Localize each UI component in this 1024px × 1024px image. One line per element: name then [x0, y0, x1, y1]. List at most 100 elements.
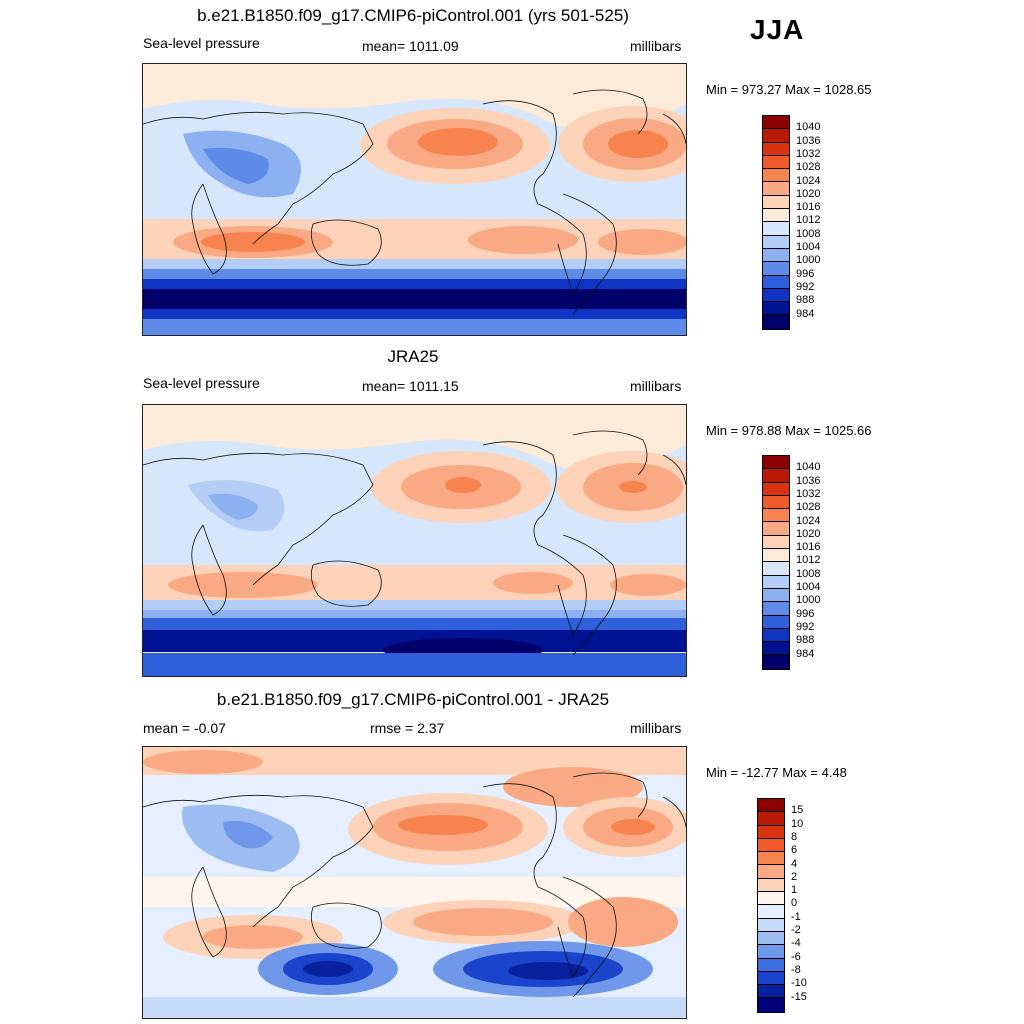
colorbar-swatch — [763, 169, 789, 183]
colorbar-swatch — [758, 998, 784, 1012]
colorbar-tick-label: 1008 — [796, 227, 821, 240]
colorbar-tick-label: 1 — [791, 884, 798, 897]
colorbar-swatch — [758, 985, 784, 999]
colorbar-tick-label: -2 — [791, 924, 801, 936]
colorbar-swatch — [763, 482, 789, 496]
panel-3-left-label: mean = -0.07 — [143, 720, 226, 736]
colorbar-swatch — [763, 129, 789, 143]
colorbar-swatch — [758, 918, 784, 932]
panel-1-center-label: mean= 1011.09 — [362, 38, 459, 54]
panel-1-map-svg — [143, 64, 686, 335]
panel-2-title: JRA25 — [387, 347, 439, 366]
colorbar-swatch — [763, 288, 789, 303]
panel-1-title: b.e21.B1850.f09_g17.CMIP6-piControl.001 … — [197, 6, 629, 25]
panel-2-colorbar-swatches — [762, 455, 790, 670]
colorbar-swatch — [763, 562, 789, 576]
colorbar-swatch — [758, 852, 784, 866]
colorbar-swatch — [758, 905, 784, 919]
colorbar-swatch — [758, 799, 784, 813]
colorbar-tick-label: 992 — [796, 280, 815, 293]
colorbar-tick-label: 1020 — [796, 527, 821, 540]
colorbar-tick-label: 992 — [796, 620, 815, 633]
colorbar-tick-label: 2 — [791, 870, 798, 883]
colorbar-swatch — [763, 456, 789, 470]
colorbar-swatch — [763, 315, 789, 329]
colorbar-tick-label: -1 — [791, 910, 801, 923]
colorbar-swatch — [763, 602, 789, 616]
colorbar-swatch — [763, 155, 789, 170]
colorbar-tick-label: -10 — [791, 977, 807, 990]
colorbar-tick-label: 1012 — [796, 554, 821, 567]
colorbar-tick-label: 1040 — [796, 121, 821, 134]
colorbar-tick-label: 15 — [791, 804, 804, 817]
panel-2-center-label: mean= 1011.15 — [362, 378, 459, 394]
colorbar-swatch — [763, 235, 789, 249]
colorbar-swatch — [758, 892, 784, 906]
colorbar-swatch — [763, 209, 789, 223]
colorbar-tick-label: 6 — [791, 844, 798, 857]
colorbar-swatch — [763, 262, 789, 276]
colorbar-swatch — [763, 495, 789, 510]
colorbar-tick-label: -8 — [791, 963, 801, 976]
colorbar-swatch — [763, 469, 789, 483]
colorbar-tick-label: 1020 — [796, 187, 821, 200]
colorbar-swatch — [763, 222, 789, 236]
panel-1-left-label: Sea-level pressure — [143, 35, 260, 51]
colorbar-tick-label: 1032 — [796, 147, 821, 160]
colorbar-swatch — [758, 865, 784, 879]
panel-2-minmax: Min = 978.88 Max = 1025.66 — [706, 423, 872, 438]
colorbar-swatch — [758, 971, 784, 986]
colorbar-tick-label: 1024 — [796, 514, 821, 527]
colorbar-tick-label: 8 — [791, 830, 798, 843]
panel-3-map — [142, 746, 687, 1019]
panel-2-right-label: millibars — [630, 378, 682, 394]
colorbar-tick-label: 1012 — [796, 214, 821, 227]
colorbar-swatch — [758, 878, 784, 893]
colorbar-swatch — [763, 142, 789, 156]
colorbar-swatch — [763, 535, 789, 550]
panel-3-colorbar-swatches — [757, 798, 785, 1013]
colorbar-tick-label: 1008 — [796, 567, 821, 580]
colorbar-tick-label: 996 — [796, 607, 815, 620]
colorbar-tick-label: 1004 — [796, 581, 821, 593]
colorbar-tick-label: 0 — [791, 897, 798, 910]
panel-3-title: b.e21.B1850.f09_g17.CMIP6-piControl.001 … — [216, 690, 610, 709]
colorbar-swatch — [758, 958, 784, 972]
colorbar-swatch — [758, 812, 784, 826]
colorbar-swatch — [758, 825, 784, 839]
colorbar-swatch — [763, 575, 789, 589]
colorbar-swatch — [763, 628, 789, 643]
panel-3-right-label: millibars — [630, 720, 682, 736]
colorbar-tick-label: 988 — [796, 294, 815, 307]
colorbar-swatch — [763, 642, 789, 656]
colorbar-swatch — [763, 195, 789, 210]
panel-1-colorbar-swatches — [762, 115, 790, 330]
colorbar-tick-label: 1016 — [796, 201, 821, 214]
colorbar-swatch — [763, 615, 789, 629]
colorbar-swatch — [763, 655, 789, 669]
colorbar-tick-label: 984 — [796, 647, 815, 660]
panel-2-map-svg — [143, 405, 686, 676]
season-label: JJA — [750, 14, 805, 45]
colorbar-tick-label: 996 — [796, 267, 815, 280]
colorbar-swatch — [763, 509, 789, 523]
colorbar-tick-label: 1036 — [796, 474, 821, 487]
colorbar-tick-label: 1040 — [796, 461, 821, 474]
colorbar-tick-label: 1000 — [796, 594, 821, 607]
colorbar-swatch — [758, 945, 784, 959]
colorbar-swatch — [763, 549, 789, 563]
colorbar-swatch — [763, 302, 789, 316]
panel-1-right-label: millibars — [630, 38, 682, 54]
panel-3-minmax: Min = -12.77 Max = 4.48 — [706, 765, 847, 780]
colorbar-swatch — [758, 838, 784, 853]
colorbar-tick-label: 1036 — [796, 134, 821, 147]
colorbar-tick-label: -15 — [791, 990, 807, 1003]
colorbar-swatch — [763, 116, 789, 130]
colorbar-tick-label: -6 — [791, 950, 801, 963]
colorbar-tick-label: 988 — [796, 634, 815, 647]
panel-3-map-svg — [143, 747, 686, 1018]
colorbar-swatch — [763, 522, 789, 536]
colorbar-tick-label: 1028 — [796, 501, 821, 514]
panel-1-map — [142, 63, 687, 336]
colorbar-swatch — [763, 248, 789, 263]
